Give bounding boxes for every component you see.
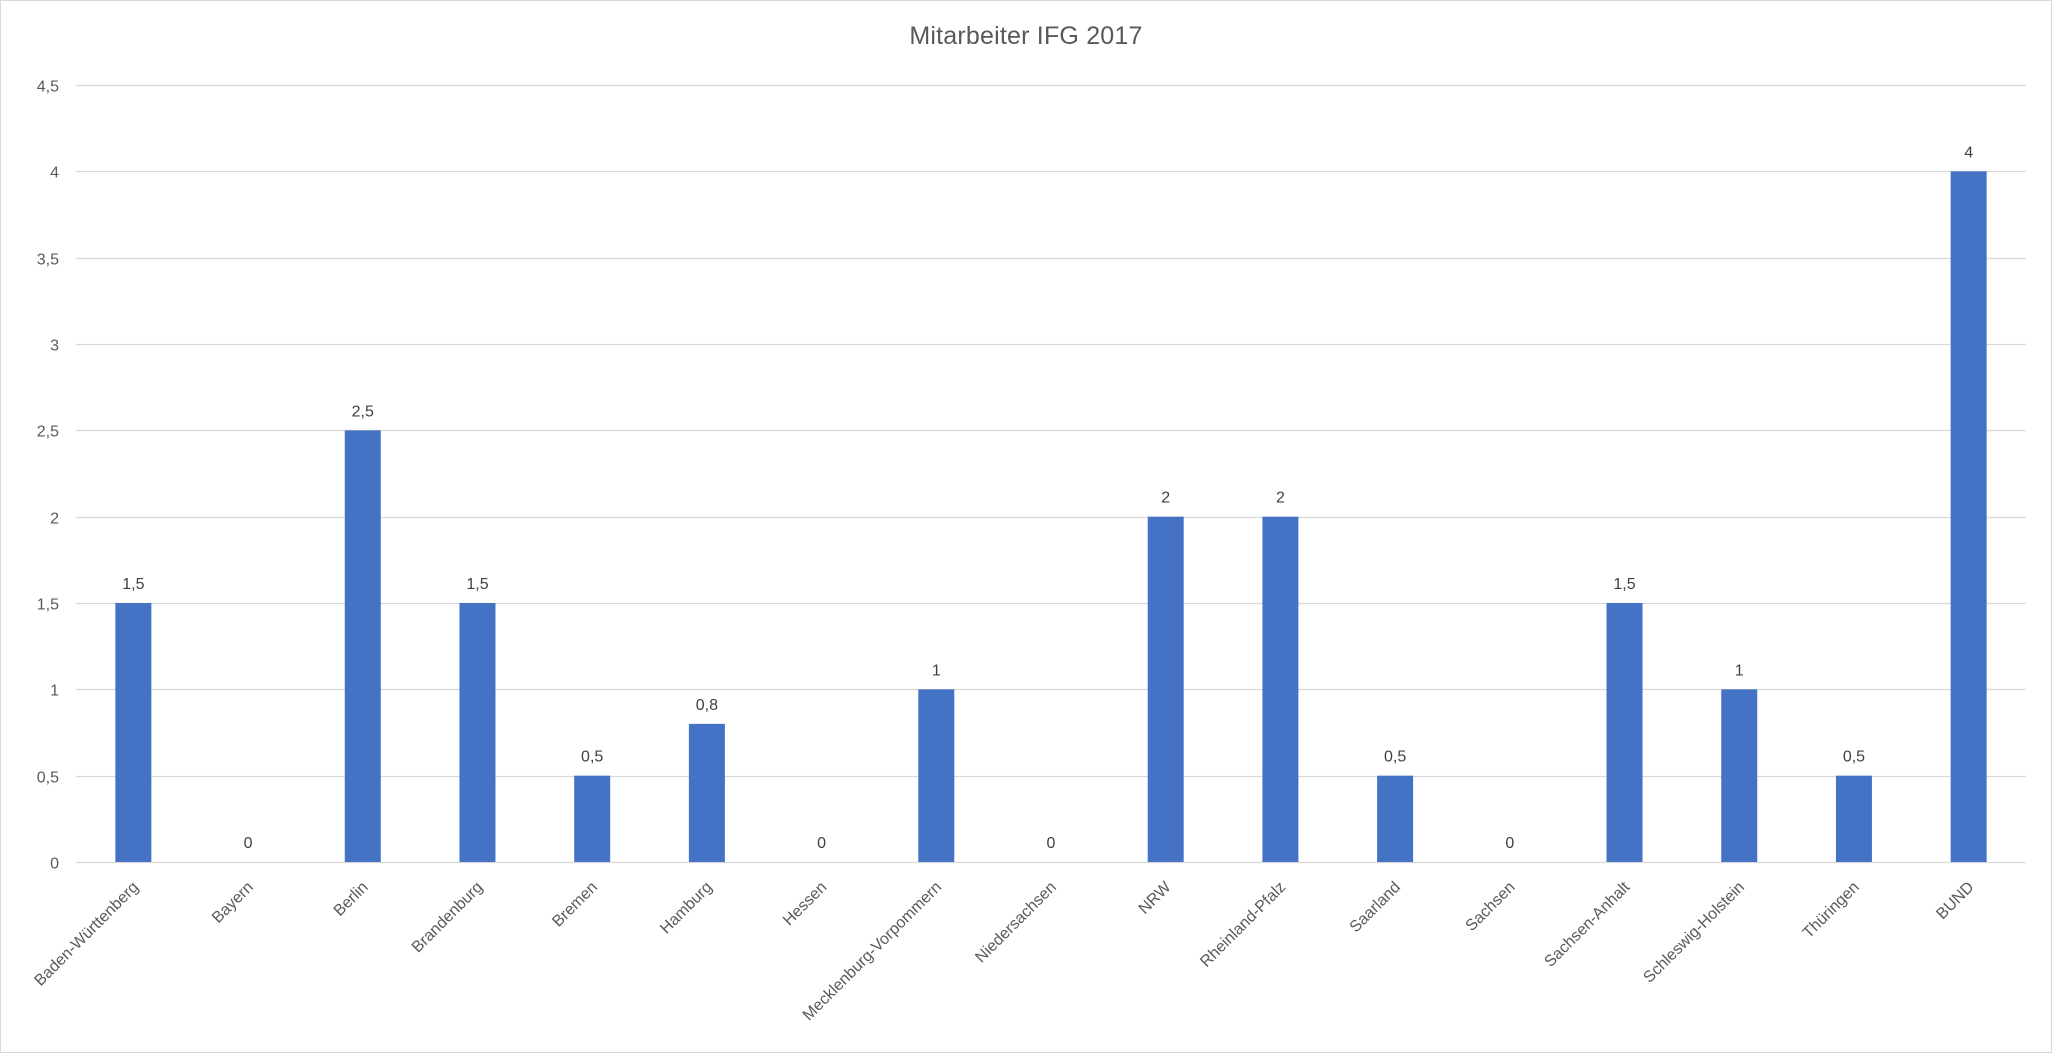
y-tick-label: 2,5 bbox=[37, 424, 59, 441]
category-label: Brandenburg bbox=[409, 879, 486, 956]
category-label: Baden-Württenberg bbox=[31, 879, 142, 990]
chart-title: Mitarbeiter IFG 2017 bbox=[909, 22, 1143, 50]
category-label: Saarland bbox=[1347, 879, 1404, 936]
data-label: 0,8 bbox=[696, 697, 718, 714]
bar bbox=[1147, 516, 1184, 862]
bar bbox=[918, 689, 955, 862]
category-label: Sachsen bbox=[1463, 879, 1519, 935]
category-label: Thüringen bbox=[1800, 879, 1863, 942]
category-label: Niedersachsen bbox=[972, 879, 1059, 966]
data-label: 1 bbox=[1735, 662, 1744, 679]
data-label: 4 bbox=[1964, 144, 1973, 161]
category-label: Sachsen-Anhalt bbox=[1541, 878, 1633, 970]
data-label: 0,5 bbox=[1384, 749, 1406, 766]
y-tick-label: 4 bbox=[50, 165, 59, 182]
category-label: Hamburg bbox=[657, 879, 716, 938]
data-label: 2 bbox=[1276, 490, 1285, 507]
bar bbox=[1262, 516, 1299, 862]
data-label: 0 bbox=[1505, 835, 1514, 852]
category-label: Bremen bbox=[549, 879, 601, 931]
category-label: Berlin bbox=[331, 879, 372, 920]
y-tick-label: 0 bbox=[50, 856, 59, 873]
data-label: 0,5 bbox=[1843, 749, 1865, 766]
y-tick-label: 0,5 bbox=[37, 770, 59, 787]
data-label: 1,5 bbox=[122, 576, 144, 593]
category-label: Rheinland-Pfalz bbox=[1197, 879, 1289, 971]
data-label: 0 bbox=[244, 835, 253, 852]
category-label: Schleswig-Holstein bbox=[1640, 879, 1748, 987]
category-label: Hessen bbox=[780, 879, 830, 929]
data-label: 1 bbox=[932, 662, 941, 679]
category-label: Bayern bbox=[209, 879, 257, 927]
bar bbox=[115, 603, 152, 862]
y-tick-label: 3,5 bbox=[37, 252, 59, 269]
data-label: 1,5 bbox=[466, 576, 488, 593]
bar bbox=[574, 775, 611, 862]
data-label: 2,5 bbox=[352, 403, 374, 420]
data-label: 2 bbox=[1161, 490, 1170, 507]
bar bbox=[1606, 603, 1643, 862]
data-label: 0 bbox=[817, 835, 826, 852]
bar bbox=[688, 723, 725, 862]
category-label: Mecklenburg-Vorpommern bbox=[800, 879, 945, 1024]
y-tick-label: 1,5 bbox=[37, 597, 59, 614]
data-label: 0,5 bbox=[581, 749, 603, 766]
bar bbox=[1950, 171, 1987, 863]
y-tick-label: 2 bbox=[50, 511, 59, 528]
data-label: 0 bbox=[1047, 835, 1056, 852]
y-tick-label: 3 bbox=[50, 338, 59, 355]
category-label: NRW bbox=[1136, 878, 1175, 917]
bar bbox=[344, 430, 381, 862]
bar bbox=[1377, 775, 1414, 862]
data-label: 1,5 bbox=[1613, 576, 1635, 593]
bar bbox=[459, 603, 496, 862]
y-tick-label: 4,5 bbox=[37, 79, 59, 96]
y-tick-label: 1 bbox=[50, 683, 59, 700]
bar bbox=[1721, 689, 1758, 862]
bar bbox=[1835, 775, 1872, 862]
category-label: BUND bbox=[1933, 879, 1977, 923]
